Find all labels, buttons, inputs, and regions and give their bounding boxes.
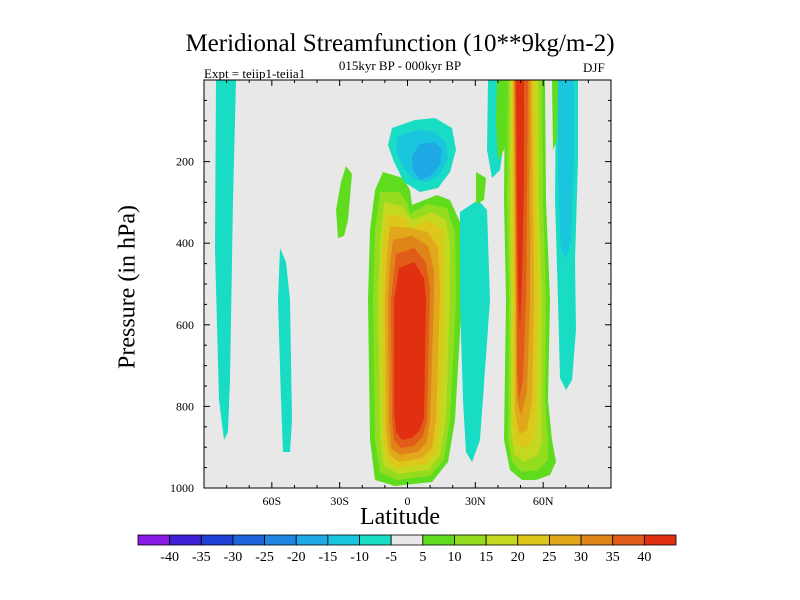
colorbar-swatch <box>390 534 424 546</box>
colorbar-swatch <box>517 534 550 546</box>
colorbar-swatch <box>295 534 329 546</box>
eq-cell-40 <box>394 262 426 440</box>
colorbar-label: -5 <box>385 550 397 565</box>
colorbar-label: -15 <box>319 550 338 565</box>
colorbar-swatch <box>137 534 171 546</box>
y-tick-label: 800 <box>176 399 194 413</box>
colorbar-label: 35 <box>606 550 620 565</box>
season-label: DJF <box>583 60 605 75</box>
experiment-label: Expt = teiip1-teiia1 <box>204 66 306 81</box>
colorbar-label: 25 <box>542 550 556 565</box>
colorbar-label: -10 <box>350 550 369 565</box>
x-tick-label: 30S <box>330 494 349 508</box>
colorbar <box>137 534 677 546</box>
y-tick-label: 400 <box>176 236 194 250</box>
y-tick-label: 1000 <box>170 481 194 495</box>
colorbar-label: 30 <box>574 550 588 565</box>
colorbar-label: -25 <box>255 550 274 565</box>
field-55s-neg5 <box>278 248 292 452</box>
field-25n-neg5 <box>460 200 490 462</box>
field-west-polar-neg5 <box>215 80 236 440</box>
chart-title: Meridional Streamfunction (10**9kg/m-2) <box>185 30 615 57</box>
colorbar-swatch <box>612 534 645 546</box>
colorbar-swatch <box>422 534 455 546</box>
colorbar-swatch <box>454 534 487 546</box>
colorbar-label: -40 <box>160 550 179 565</box>
colorbar-swatch <box>327 534 360 546</box>
colorbar-swatch <box>200 534 234 546</box>
x-tick-label: 30N <box>465 494 486 508</box>
y-tick-label: 200 <box>176 155 194 169</box>
field-33n-pos5 <box>476 172 486 204</box>
colorbar-label: 40 <box>637 550 651 565</box>
y-axis-label: Pressure (in hPa) <box>114 205 141 369</box>
colorbar-swatch <box>549 534 582 546</box>
x-tick-label: 0 <box>405 494 411 508</box>
colorbar-labels: -40 -35 -30 -25 -20 -15 -10 -5 5 10 15 20 25 30 35 40 <box>160 550 651 565</box>
colorbar-label: -35 <box>192 550 211 565</box>
y-tick-label: 600 <box>176 318 194 332</box>
colorbar-swatch <box>580 534 614 546</box>
colorbar-label: 15 <box>479 550 493 565</box>
nh-sub-neg10 <box>558 80 574 258</box>
chart-subtitle: 015kyr BP - 000kyr BP <box>338 58 462 73</box>
x-tick-label: 60N <box>533 494 554 508</box>
colorbar-label: 10 <box>447 550 461 565</box>
colorbar-swatch <box>359 534 392 546</box>
axis-ticks <box>203 79 612 489</box>
colorbar-label: -20 <box>287 550 306 565</box>
axis-tick-labels: 60S 30S 0 30N 60N 200 400 600 800 1000 <box>170 155 554 508</box>
colorbar-label: -30 <box>224 550 243 565</box>
colorbar-swatch <box>169 534 202 546</box>
colorbar-swatch <box>643 534 677 546</box>
contour-fields <box>215 80 578 486</box>
colorbar-swatch <box>264 534 297 546</box>
nh-cell-40 <box>516 80 524 330</box>
x-tick-label: 60S <box>262 494 281 508</box>
x-axis-label: Latitude <box>360 504 440 530</box>
colorbar-swatch <box>232 534 265 546</box>
nh-sub-pos5 <box>552 80 558 150</box>
upper-neg-15 <box>412 142 442 180</box>
colorbar-label: 20 <box>511 550 525 565</box>
colorbar-swatch <box>485 534 519 546</box>
colorbar-label: 5 <box>419 550 426 565</box>
field-28s-pos5 <box>336 166 352 238</box>
